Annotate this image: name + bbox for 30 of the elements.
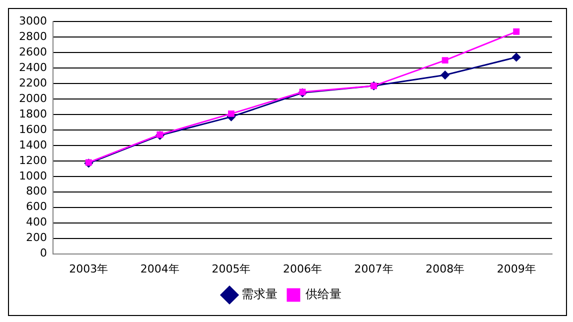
y-tick-label: 2200 (18, 76, 47, 90)
point (440, 70, 450, 80)
x-tick-label: 2003年 (69, 262, 108, 276)
y-tick-label: 1600 (18, 122, 47, 136)
x-tick-label: 2005年 (212, 262, 251, 276)
y-tick-label: 400 (26, 216, 47, 229)
y-tick-label: 0 (40, 246, 47, 260)
y-tick-label: 1400 (18, 138, 47, 152)
point (442, 57, 448, 64)
y-tick-label: 600 (26, 200, 47, 214)
y-tick-label: 2000 (18, 92, 47, 105)
x-tick-label: 2006年 (282, 262, 322, 276)
y-tick-label: 1200 (18, 154, 47, 167)
legend-label: 需求量 (242, 287, 278, 302)
y-tick-label: 1000 (18, 169, 47, 182)
point (228, 110, 234, 117)
y-tick-label: 2400 (18, 60, 47, 74)
y-tick-label: 2600 (18, 45, 47, 58)
x-tick-label: 2007年 (354, 262, 394, 276)
y-tick-label: 2800 (18, 30, 47, 43)
y-tick-label: 3000 (18, 14, 47, 28)
x-tick-label: 2009年 (496, 262, 536, 276)
y-tick-label: 200 (26, 231, 47, 244)
point (513, 28, 520, 35)
legend-label: 供给量 (306, 287, 342, 302)
point (512, 52, 521, 62)
y-tick-label: 800 (26, 184, 47, 198)
x-tick-label: 2008年 (426, 262, 465, 276)
x-tick-label: 2004年 (140, 262, 180, 276)
y-tick-label: 1800 (18, 107, 47, 120)
